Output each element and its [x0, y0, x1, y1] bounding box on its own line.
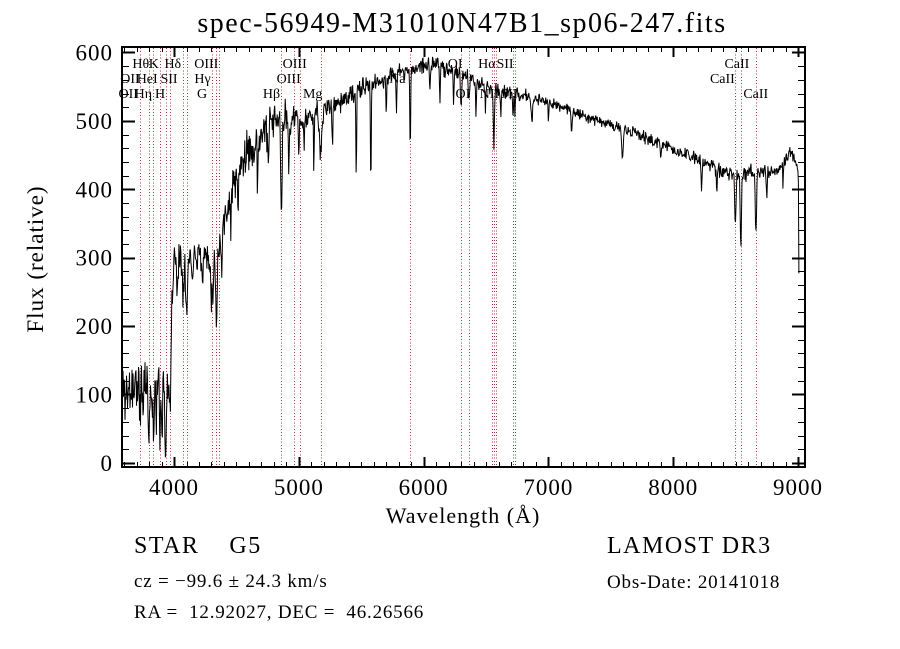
spectral-line-label: OI: [456, 87, 471, 102]
spectrum-trace: [122, 56, 800, 458]
classification-text: STAR G5: [134, 533, 262, 559]
survey-release-text: LAMOST DR3: [607, 533, 772, 559]
x-tick-label: 5000: [274, 475, 324, 500]
y-tick-label: 200: [76, 314, 114, 339]
y-tick-label: 500: [76, 109, 114, 134]
spectral-line-label: Hα: [478, 57, 496, 72]
x-tick-label: 7000: [523, 475, 573, 500]
y-tick-label: 400: [76, 177, 114, 202]
spectral-line-label: CaII: [724, 57, 749, 72]
spectral-line-label: SII: [496, 57, 513, 72]
spectral-line-label: Hη: [135, 87, 152, 102]
plot-title: spec-56949-M31010N47B1_sp06-247.fits: [197, 8, 727, 39]
spectral-line-label: OII: [120, 72, 140, 87]
ra-dec-text: RA = 12.92027, DEC = 46.26566: [134, 602, 425, 623]
spectral-line-label: HeI: [137, 72, 158, 87]
obs-date-text: Obs-Date: 20141018: [607, 572, 781, 593]
x-axis-label: Wavelength (Å): [385, 503, 541, 528]
y-tick-label: 0: [101, 451, 114, 476]
plot-frame: [121, 46, 806, 468]
spectral-line-label: OIII: [283, 57, 307, 72]
spectral-line-label: Mg: [303, 87, 322, 102]
spectral-line-label: Hδ: [164, 57, 181, 72]
x-tick-label: 8000: [648, 475, 698, 500]
x-tick-label: 9000: [773, 475, 823, 500]
spectral-line-label: H: [155, 87, 165, 102]
cz-velocity-text: cz = −99.6 ± 24.3 km/s: [134, 571, 328, 592]
spectral-line-label: CaII: [710, 72, 735, 87]
spectral-line-label: SII: [160, 72, 177, 87]
y-tick-label: 600: [76, 40, 114, 65]
spectral-line-label: Hθ: [132, 57, 149, 72]
spectral-line-label: Hβ: [263, 87, 280, 102]
y-tick-label: 100: [76, 382, 114, 407]
spectral-line-label: G: [197, 87, 207, 102]
spectral-line-label: CaII: [743, 87, 768, 102]
spectral-line-label: OIII: [194, 57, 218, 72]
spectral-line-label: Hγ: [194, 72, 210, 87]
x-tick-label: 6000: [399, 475, 449, 500]
x-tick-label: 4000: [149, 475, 199, 500]
spectral-line-label: OIII: [277, 72, 301, 87]
y-tick-label: 300: [76, 246, 114, 271]
spectral-line-label: K: [149, 57, 159, 72]
